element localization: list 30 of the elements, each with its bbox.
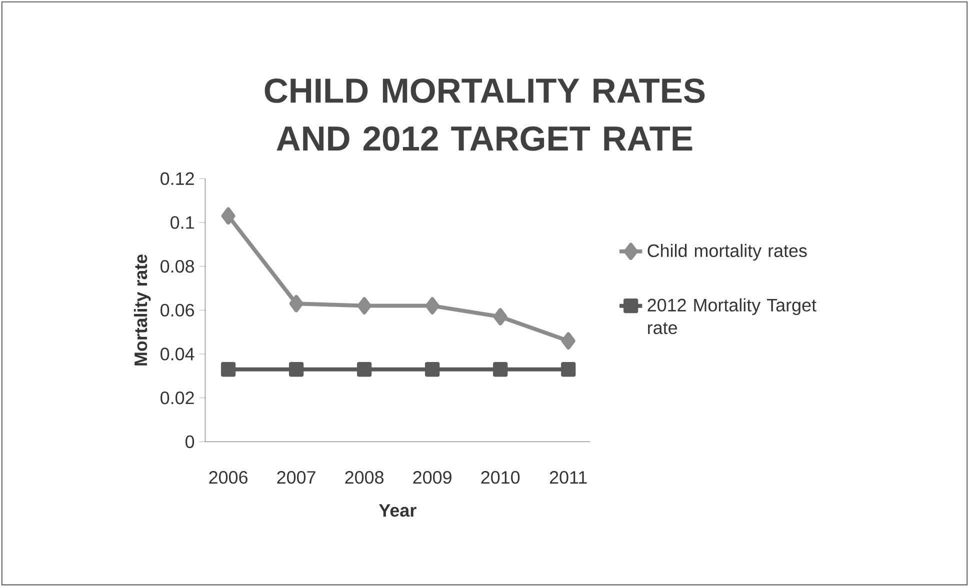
- y-tick-label: 0.12: [160, 172, 194, 186]
- x-tick-label: 2006: [209, 471, 248, 484]
- y-tick-label: 0.08: [160, 260, 194, 273]
- point: [289, 295, 304, 312]
- point: [561, 362, 576, 377]
- y-axis-title: Mortality rate: [134, 254, 151, 366]
- point: [220, 362, 236, 377]
- legend-label: Child mortality rates: [648, 244, 807, 261]
- point: [425, 297, 440, 315]
- y-tick-label: 0: [186, 436, 194, 448]
- x-tick-label: 2010: [481, 471, 520, 484]
- point: [493, 308, 508, 326]
- point: [425, 362, 440, 377]
- legend-label: 2012 Mortality Target rate: [648, 298, 816, 334]
- y-tick-label: 0.04: [160, 348, 194, 361]
- point: [221, 207, 236, 225]
- point: [356, 362, 372, 377]
- point: [493, 362, 508, 377]
- y-tick-label: 0.06: [160, 304, 194, 317]
- x-axis-title: Year: [378, 504, 416, 517]
- x-tick-label: 2008: [345, 471, 384, 484]
- x-tick-label: 2007: [277, 471, 316, 484]
- x-tick-label: 2011: [550, 471, 587, 484]
- point: [288, 362, 304, 377]
- x-tick-label: 2009: [413, 471, 452, 484]
- y-tick-label: 0.02: [160, 392, 194, 404]
- point: [357, 297, 372, 315]
- chart-title: CHILD MORTALITY RATES AND 2012 TARGET RATE: [264, 78, 705, 151]
- y-tick-label: 0.1: [170, 216, 194, 230]
- point: [561, 332, 576, 350]
